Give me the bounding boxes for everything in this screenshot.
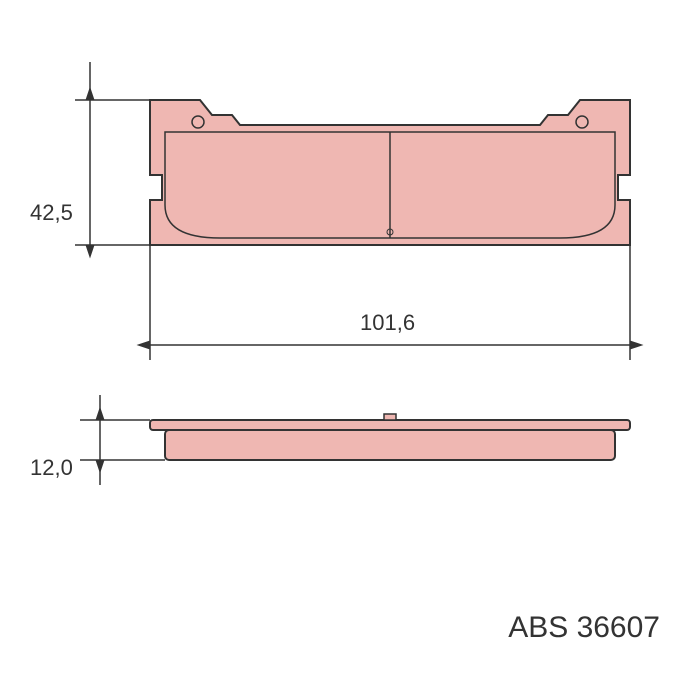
front-view: [150, 100, 630, 245]
part-label: ABS 36607: [508, 611, 660, 645]
side-view: [150, 414, 630, 460]
dim-height: [75, 62, 150, 245]
dim-width: [150, 245, 630, 360]
brand-text: ABS: [508, 611, 568, 644]
width-value: 101,6: [360, 310, 415, 336]
dim-thickness: [80, 395, 165, 485]
thickness-value: 12,0: [30, 455, 73, 481]
partnum-text: 36607: [577, 611, 660, 644]
height-value: 42,5: [30, 200, 73, 226]
technical-drawing: [0, 0, 700, 700]
